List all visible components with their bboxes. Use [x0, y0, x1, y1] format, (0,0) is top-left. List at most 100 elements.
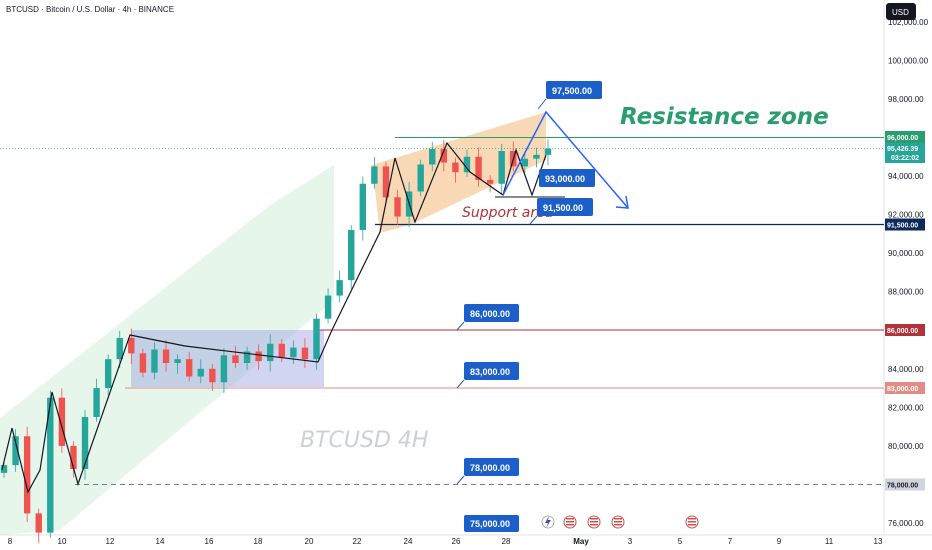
candle-down: [23, 436, 31, 514]
price-tick-label: 100,000.00: [888, 56, 929, 65]
candle-down: [278, 343, 285, 358]
support-area-label: Support area: [462, 205, 553, 221]
price-tag-91500-text: 91,500.00: [887, 223, 918, 230]
candle-up: [371, 166, 378, 184]
candle-down: [139, 353, 147, 373]
candle-up: [12, 436, 19, 466]
candle-up: [429, 149, 436, 165]
candle-down: [232, 355, 239, 364]
callout-97500-text: 97,500.00: [552, 86, 592, 96]
candle-up: [336, 280, 343, 296]
callout-86000[interactable]: 86,000.00: [456, 304, 519, 331]
price-tick-label: 98,000.00: [888, 95, 924, 104]
time-tick-label: 5: [678, 537, 683, 546]
time-tick-label: 28: [502, 537, 511, 546]
candle-up: [104, 359, 112, 389]
callout-93000[interactable]: 93,000.00: [539, 169, 595, 187]
time-tick-label: May: [573, 537, 589, 546]
candle-up: [197, 368, 204, 377]
time-tick-label: 22: [353, 537, 362, 546]
us-flag-event-icon[interactable]: [685, 515, 699, 529]
price-tick-label: 90,000.00: [888, 249, 924, 258]
callout-97500[interactable]: 97,500.00: [537, 81, 602, 110]
time-tick-label: 3: [628, 537, 633, 546]
candle-up: [313, 318, 320, 360]
candle-up: [267, 343, 274, 362]
currency-label: USD: [892, 8, 909, 17]
candle-down: [475, 156, 482, 180]
candle-up: [498, 150, 505, 184]
price-tag-91500: 91,500.00: [885, 218, 925, 231]
price-tick-label: 76,000.00: [888, 519, 924, 528]
candle-down: [255, 351, 262, 362]
candle-up: [521, 158, 529, 167]
lightning-event-icon[interactable]: [541, 515, 555, 529]
candle-down: [440, 149, 448, 163]
candle-up: [359, 183, 367, 231]
candle-down: [70, 445, 77, 470]
time-tick-label: 14: [156, 537, 165, 546]
time-tick-label: 13: [874, 537, 883, 546]
countdown-text: 03:22:02: [891, 155, 919, 162]
price-tag-78000: 78,000.00: [885, 478, 925, 491]
watermark-text: BTCUSD 4H: [300, 428, 428, 453]
time-tick-label: 9: [777, 537, 782, 546]
callout-75000-text: 75,000.00: [470, 519, 510, 529]
candle-up: [417, 164, 424, 192]
price-tick-label: 82,000.00: [888, 403, 924, 412]
callout-91500-text: 91,500.00: [543, 203, 583, 213]
price-tick-label: 80,000.00: [888, 442, 924, 451]
candle-down: [162, 349, 170, 364]
callout-83000[interactable]: 83,000.00: [456, 362, 519, 389]
candle-up: [47, 397, 54, 533]
candle-down: [486, 179, 494, 184]
callout-78000[interactable]: 78,000.00: [456, 458, 519, 485]
projection-arrow-path: [502, 110, 629, 209]
callout-78000-text: 78,000.00: [470, 463, 510, 473]
us-flag-event-icon[interactable]: [563, 515, 577, 529]
price-tag-86000-text: 86,000.00: [887, 328, 918, 335]
candles-group: [0, 139, 552, 544]
time-tick-label: 10: [58, 537, 67, 546]
price-tick-label: 94,000.00: [888, 172, 924, 181]
candle-up: [174, 359, 181, 364]
us-flag-event-icon[interactable]: [587, 515, 601, 529]
candle-up: [220, 355, 228, 383]
price-tag-96000: 96,000.00: [885, 131, 925, 143]
price-tag-78000-text: 78,000.00: [887, 483, 918, 490]
candle-down: [185, 359, 193, 377]
price-axis[interactable]: 102,000.00 100,000.00 98,000.00 96,000.00 94…: [888, 18, 929, 528]
time-axis[interactable]: 8 10 12 14 16 18 20 22 24 26 28 May 3 5 7 9 11 13: [8, 537, 883, 546]
time-tick-label: 8: [8, 537, 13, 546]
time-tick-label: 24: [404, 537, 413, 546]
consolidation-range-box: [131, 330, 324, 387]
callout-91500[interactable]: 91,500.00: [529, 198, 593, 225]
callout-93000-text: 93,000.00: [545, 174, 585, 184]
projection-arrow-head: [615, 195, 629, 209]
price-tick-label: 88,000.00: [888, 288, 924, 297]
candle-up: [348, 230, 355, 281]
time-tick-label: 11: [825, 537, 834, 546]
resistance-zone-label: Resistance zone: [620, 104, 829, 130]
time-tick-label: 12: [106, 537, 115, 546]
candle-up: [243, 351, 251, 364]
candle-up: [544, 148, 552, 155]
price-tick-label: 102,000.00: [888, 18, 929, 27]
time-tick-label: 16: [205, 537, 214, 546]
us-flag-event-icon[interactable]: [611, 515, 625, 529]
time-tick-label: 20: [305, 537, 314, 546]
time-tick-label: 26: [452, 537, 461, 546]
callout-86000-text: 86,000.00: [470, 309, 510, 319]
candle-down: [452, 162, 459, 173]
price-tag-83000: 83,000.00: [885, 382, 925, 394]
candle-down: [394, 197, 401, 217]
price-tag-86000: 86,000.00: [885, 324, 925, 336]
candle-up: [324, 295, 332, 319]
currency-button[interactable]: USD: [886, 3, 916, 20]
candle-up: [463, 156, 471, 173]
current-price-text: 95,426.39: [887, 146, 918, 153]
callout-83000-text: 83,000.00: [470, 367, 510, 377]
candle-up: [81, 416, 89, 470]
callout-75000[interactable]: 75,000.00: [464, 515, 519, 532]
